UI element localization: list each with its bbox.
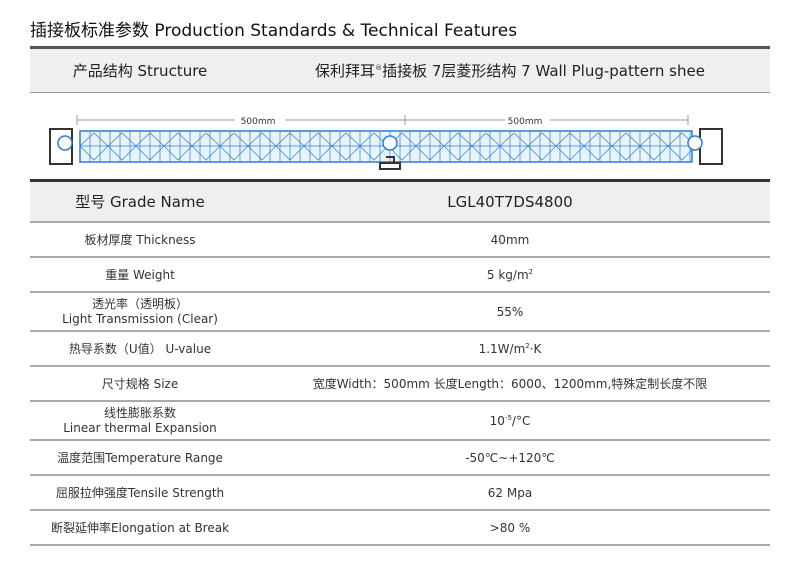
row-label: 尺寸规格 Size xyxy=(101,377,179,391)
dimension-right: 500mm xyxy=(508,117,543,127)
row-value: 55% xyxy=(496,304,524,319)
table-row: 热导系数（U值） U-value 1.1W/m2·K xyxy=(30,332,770,367)
panel-cross-section: 500mm 500mm xyxy=(49,115,723,170)
table-row: 屈服拉伸强度Tensile Strength 62 Mpa xyxy=(30,476,770,511)
row-label: 屈服拉伸强度Tensile Strength xyxy=(55,486,225,500)
row-label: 透光率（透明板） Light Transmission (Clear) xyxy=(62,296,218,326)
row-value: 宽度Width：500mm 长度Length：6000、1200mm,特殊定制长… xyxy=(312,377,708,391)
row-label: 热导系数（U值） U-value xyxy=(68,342,212,356)
row-label: 板材厚度 Thickness xyxy=(84,233,196,247)
divider xyxy=(30,46,770,49)
table-row: 透光率（透明板） Light Transmission (Clear) 55% xyxy=(30,293,770,332)
grade-value: LGL40T7DS4800 xyxy=(447,192,573,211)
row-value: 10-5/°C xyxy=(489,413,531,428)
table-row: 重量 Weight 5 kg/m2 xyxy=(30,258,770,293)
table-row: 板材厚度 Thickness 40mm xyxy=(30,223,770,258)
grade-row: 型号 Grade Name LGL40T7DS4800 xyxy=(30,182,770,223)
table-row: 温度范围Temperature Range -50℃~+120℃ xyxy=(30,441,770,476)
grade-label: 型号 Grade Name xyxy=(75,193,205,211)
row-value: -50℃~+120℃ xyxy=(465,450,555,465)
row-label: 温度范围Temperature Range xyxy=(57,451,223,465)
spec-table: 产品结构 Structure 保利拜耳®插接板 7层菱形结构 7 Wall Pl… xyxy=(30,46,770,546)
structure-label: 产品结构 Structure xyxy=(72,62,208,80)
structure-value: 保利拜耳®插接板 7层菱形结构 7 Wall Plug-pattern shee xyxy=(315,62,705,80)
row-label: 线性膨胀系数 Linear thermal Expansion xyxy=(63,405,217,435)
row-label: 重量 Weight xyxy=(105,268,175,282)
row-value: 62 Mpa xyxy=(487,485,533,500)
dimension-left: 500mm xyxy=(241,117,276,127)
row-value: 1.1W/m2·K xyxy=(478,341,542,356)
row-value: 40mm xyxy=(490,232,530,247)
table-row: 线性膨胀系数 Linear thermal Expansion 10-5/°C xyxy=(30,402,770,441)
structure-row: 产品结构 Structure 保利拜耳®插接板 7层菱形结构 7 Wall Pl… xyxy=(30,49,770,93)
table-row: 尺寸规格 Size 宽度Width：500mm 长度Length：6000、120… xyxy=(30,367,770,402)
row-value: 5 kg/m2 xyxy=(486,267,534,282)
page-title: 插接板标准参数 Production Standards & Technical… xyxy=(30,21,518,41)
row-label: 断裂延伸率Elongation at Break xyxy=(50,521,230,535)
row-value: >80 % xyxy=(489,520,531,535)
structure-diagram: 500mm 500mm xyxy=(30,93,770,182)
table-row: 断裂延伸率Elongation at Break >80 % xyxy=(30,511,770,546)
